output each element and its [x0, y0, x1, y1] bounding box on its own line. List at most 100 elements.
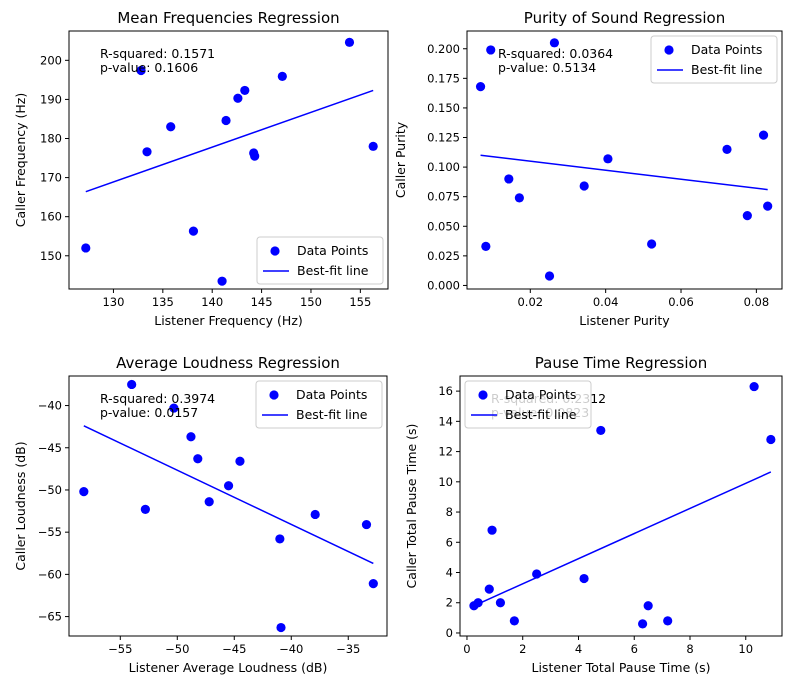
- data-point: [579, 573, 589, 584]
- data-point: [277, 71, 287, 81]
- x-tick-label: 0.06: [668, 295, 694, 309]
- y-tick-label: 0.025: [427, 249, 460, 263]
- legend-label-points: Data Points: [691, 42, 762, 57]
- x-tick-label: 10: [738, 642, 753, 656]
- y-tick-label: 16: [438, 384, 453, 398]
- x-tick-label: −40: [279, 642, 303, 656]
- x-tick-label: 140: [201, 295, 223, 309]
- y-tick-label: 0.175: [427, 71, 460, 85]
- axes-frame: [68, 375, 388, 637]
- y-tick-label: 180: [40, 132, 62, 146]
- stats-annotation: p-value: 0.0157: [100, 405, 198, 420]
- data-point: [140, 504, 150, 514]
- data-point: [742, 211, 752, 221]
- data-point: [204, 497, 214, 507]
- data-point: [368, 141, 378, 151]
- x-axis-label: Listener Average Loudness (dB): [129, 660, 328, 675]
- legend-marker-icon: [478, 390, 488, 400]
- legend: Data Points Best-fit line: [464, 380, 592, 429]
- axes-frame: [459, 375, 783, 637]
- x-tick-label: 8: [686, 642, 693, 656]
- legend-marker-icon: [269, 390, 279, 400]
- best-fit-line: [480, 154, 768, 191]
- data-point: [344, 37, 355, 47]
- y-tick-label: −50: [38, 483, 62, 497]
- data-point: [663, 616, 673, 626]
- data-point: [473, 598, 483, 608]
- data-point: [169, 403, 179, 413]
- data-point: [758, 130, 769, 140]
- y-tick-label: −40: [38, 399, 62, 413]
- x-tick-label: 130: [102, 295, 124, 309]
- data-point: [166, 122, 176, 132]
- legend-frame: [650, 35, 778, 84]
- data-point: [310, 509, 320, 520]
- stats-annotation: R-squared: 0.3974: [100, 391, 215, 406]
- data-point: [186, 432, 196, 442]
- y-axis-label: Caller Total Pause Time (s): [404, 424, 419, 589]
- y-tick-label: −65: [38, 610, 62, 624]
- y-tick-label: 8: [446, 505, 453, 519]
- data-point: [763, 201, 773, 211]
- y-tick-label: 0.000: [427, 278, 460, 292]
- data-point: [549, 38, 560, 48]
- legend: Data Points Best-fit line: [255, 380, 383, 429]
- data-point: [233, 93, 243, 103]
- axes-frame: [466, 30, 783, 290]
- legend-marker-icon: [664, 45, 674, 55]
- legend-frame: [256, 236, 384, 285]
- legend-marker-icon: [270, 246, 280, 256]
- stats-annotation: R-squared: 0.0364: [498, 46, 613, 61]
- legend-frame: [464, 380, 592, 429]
- data-point: [487, 525, 497, 535]
- y-tick-label: 14: [438, 414, 453, 428]
- legend: Data Points Best-fit line: [256, 236, 384, 285]
- y-axis-label: Caller Loudness (dB): [13, 441, 28, 570]
- data-point: [361, 519, 372, 530]
- data-point: [275, 534, 285, 544]
- data-point: [475, 82, 486, 92]
- y-tick-label: 4: [446, 566, 453, 580]
- data-point: [579, 181, 589, 191]
- chart-title: Purity of Sound Regression: [524, 9, 725, 27]
- y-tick-label: 0.150: [427, 101, 460, 115]
- y-tick-label: −45: [38, 441, 62, 455]
- data-point: [193, 454, 203, 464]
- x-tick-label: −50: [165, 642, 189, 656]
- x-tick-label: 6: [631, 642, 638, 656]
- y-tick-label: 6: [446, 535, 453, 549]
- data-point: [276, 622, 286, 633]
- x-tick-label: 0.08: [744, 295, 770, 309]
- data-point: [221, 115, 231, 126]
- best-fit-line: [83, 425, 374, 565]
- subplot-2: Purity of Sound Regression 0.02 0.04 0.06 0.…: [393, 9, 783, 328]
- legend-label-points: Data Points: [297, 243, 368, 258]
- legend-label-points: Data Points: [296, 387, 367, 402]
- y-tick-label: 12: [438, 445, 453, 459]
- x-axis-label: Listener Purity: [579, 313, 670, 328]
- subplot-3: Average Loudness Regression −55 −50 −45 −40 −…: [13, 354, 388, 675]
- data-point: [495, 598, 506, 608]
- x-tick-label: 4: [575, 642, 582, 656]
- x-tick-label: 2: [519, 642, 526, 656]
- y-tick-label: 200: [40, 53, 62, 67]
- legend-label-fit: Best-fit line: [691, 62, 763, 77]
- axes-frame: [68, 30, 389, 290]
- legend-label-fit: Best-fit line: [296, 407, 368, 422]
- y-tick-label: 0.125: [427, 131, 460, 145]
- y-tick-label: 10: [438, 475, 453, 489]
- x-tick-label: 145: [251, 295, 273, 309]
- x-tick-label: 0: [463, 642, 470, 656]
- x-axis-label: Listener Frequency (Hz): [154, 313, 303, 328]
- plot-area: [79, 379, 378, 633]
- data-point: [481, 241, 491, 251]
- legend: Data Points Best-fit line: [650, 35, 778, 84]
- stats-annotation: R-squared: 0.1571: [100, 46, 215, 61]
- x-tick-label: 0.02: [517, 295, 543, 309]
- chart-title: Mean Frequencies Regression: [117, 9, 339, 27]
- y-tick-label: 0.075: [427, 190, 460, 204]
- data-point: [136, 65, 146, 76]
- data-point: [81, 243, 91, 253]
- data-point: [486, 45, 496, 55]
